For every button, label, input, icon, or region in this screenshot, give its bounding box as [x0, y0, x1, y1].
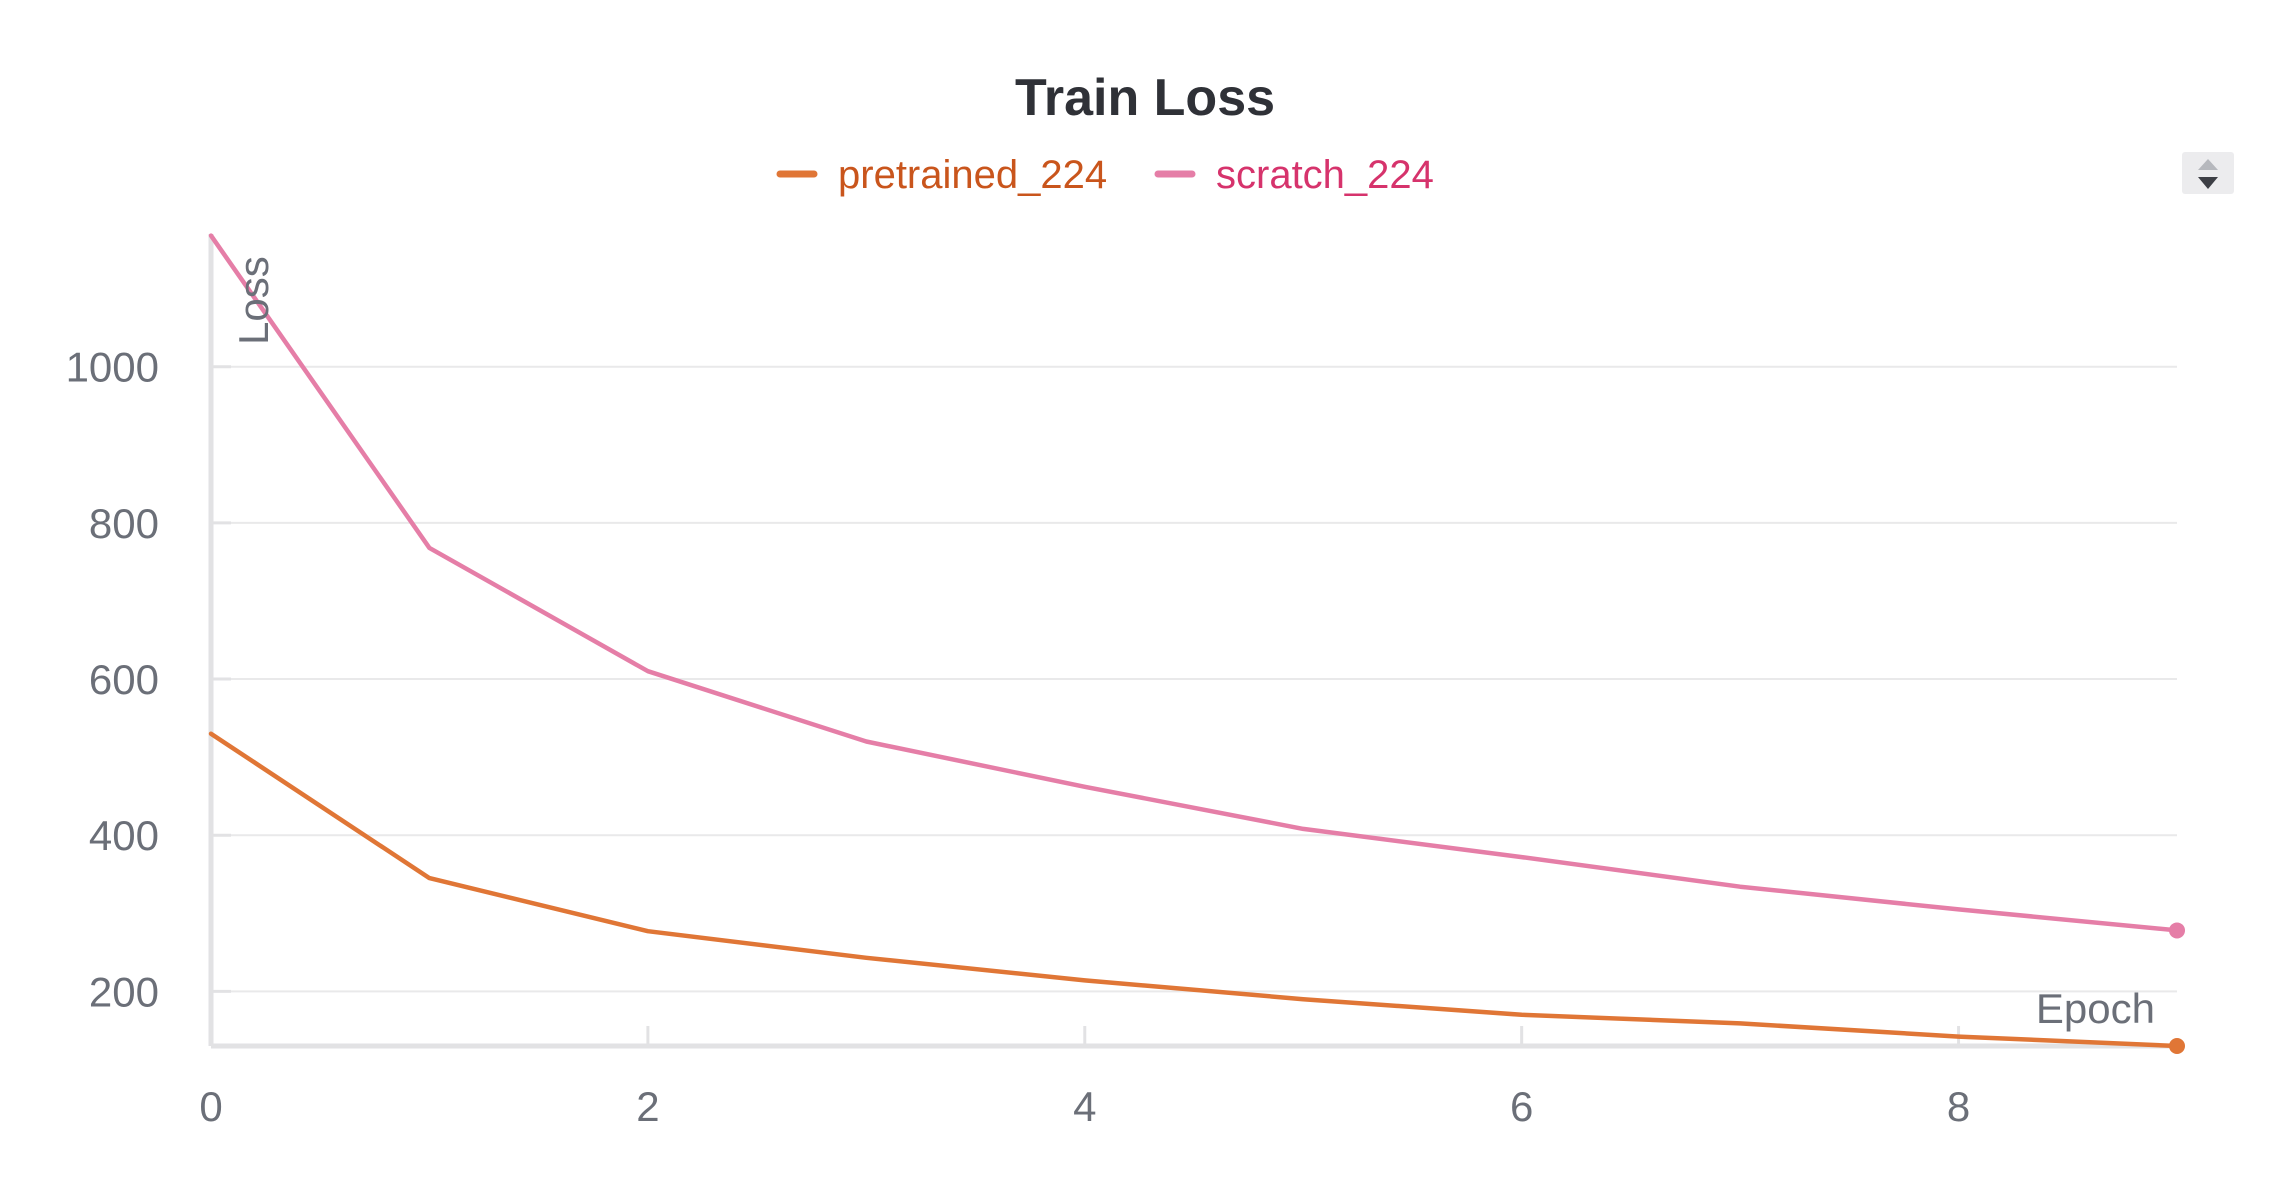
series-line-pretrained_224[interactable]	[208, 731, 2180, 1049]
legend-label-pretrained: pretrained_224	[838, 153, 1107, 197]
series-endpoint-pretrained_224[interactable]	[2169, 1038, 2185, 1054]
y-tick-label-0: 200	[89, 968, 159, 1015]
tick-labels: 0 2 4 6 8 200 400 600 800 1000	[66, 344, 1971, 1130]
legend-label-scratch: scratch_224	[1216, 153, 1434, 197]
x-axis-title: Epoch	[2036, 985, 2155, 1032]
series-scratch_224[interactable]	[208, 233, 2185, 939]
legend-item-pretrained[interactable]: pretrained_224	[776, 153, 1107, 197]
series-pretrained_224[interactable]	[208, 731, 2185, 1054]
scroll-up-icon[interactable]	[2198, 159, 2218, 170]
x-tick-label-4: 8	[1947, 1083, 1970, 1130]
x-tick-label-3: 6	[1510, 1083, 1533, 1130]
axes	[208, 234, 2177, 1049]
chart-title: Train Loss	[1015, 69, 1275, 127]
series-line-scratch_224[interactable]	[208, 233, 2180, 933]
y-axis-title: Loss	[230, 256, 277, 345]
legend-item-scratch[interactable]: scratch_224	[1154, 153, 1434, 197]
x-tick-label-0: 0	[199, 1083, 222, 1130]
y-tick-label-3: 800	[89, 500, 159, 547]
x-tick-label-1: 2	[636, 1083, 659, 1130]
y-tick-label-2: 600	[89, 656, 159, 703]
series-endpoint-scratch_224[interactable]	[2169, 922, 2185, 939]
series-group	[208, 233, 2185, 1054]
legend-scroll-background	[2182, 152, 2234, 194]
x-tick-label-2: 4	[1073, 1083, 1096, 1130]
y-tick-label-4: 1000	[66, 344, 159, 391]
legend[interactable]: pretrained_224 scratch_224	[776, 153, 1434, 197]
legend-scroll-control[interactable]	[2182, 152, 2234, 194]
y-tick-label-1: 400	[89, 812, 159, 859]
scroll-down-icon[interactable]	[2198, 177, 2218, 189]
